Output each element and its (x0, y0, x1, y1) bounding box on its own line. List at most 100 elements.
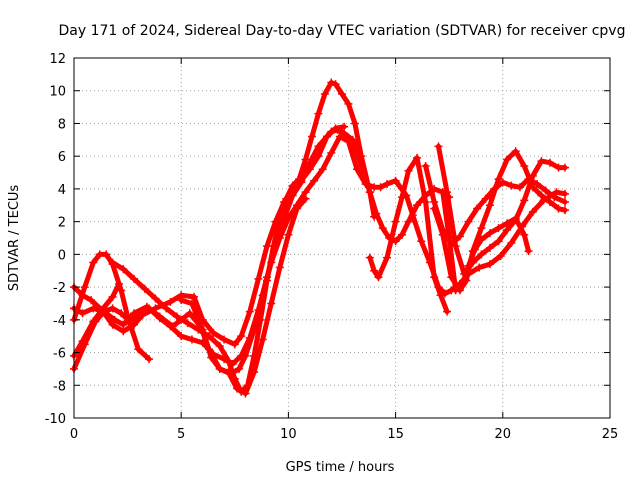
data-point-marker (232, 384, 241, 393)
data-point-marker (503, 155, 512, 164)
data-point-marker (267, 299, 276, 308)
data-point-marker (524, 247, 533, 256)
data-point-marker (353, 165, 362, 174)
data-point-marker (269, 242, 278, 251)
data-point-marker (541, 186, 550, 195)
data-point-marker (237, 351, 246, 360)
data-point-marker (455, 232, 464, 241)
data-point-marker (438, 230, 447, 239)
data-point-marker (145, 304, 154, 313)
data-point-marker (391, 176, 400, 185)
data-point-marker (560, 206, 569, 215)
data-point-marker (485, 229, 494, 238)
data-point-marker (404, 217, 413, 226)
data-point-marker (198, 325, 207, 334)
data-point-marker (533, 180, 542, 188)
y-axis-label: SDTVAR / TECUs (7, 185, 22, 292)
data-point-marker (413, 201, 422, 210)
data-point-marker (552, 188, 561, 197)
data-point-marker (177, 332, 186, 341)
plot-frame (73, 57, 611, 419)
data-point-marker (162, 304, 171, 313)
data-point-marker (477, 235, 486, 244)
data-layer (70, 78, 569, 398)
y-tick-label: 6 (58, 150, 66, 165)
data-point-marker (187, 335, 196, 344)
y-tick-label: 4 (58, 183, 66, 198)
data-point-marker (292, 204, 301, 213)
data-point-marker (421, 198, 430, 206)
data-point-marker (275, 214, 284, 223)
y-tick-label: 0 (58, 248, 66, 263)
data-point-marker (241, 389, 250, 398)
data-point-marker (383, 253, 392, 262)
y-tick-label: -6 (53, 347, 66, 362)
data-point-marker (250, 368, 259, 377)
data-point-marker (470, 245, 479, 254)
data-point-marker (451, 286, 460, 295)
data-point-marker (560, 163, 569, 172)
data-point-marker (314, 142, 323, 151)
data-point-marker (520, 230, 529, 239)
data-point-marker (307, 132, 316, 141)
data-point-marker (383, 180, 392, 188)
data-point-marker (262, 276, 271, 285)
data-point-marker (166, 297, 175, 306)
data-point-marker (458, 281, 467, 290)
data-point-marker (245, 307, 254, 316)
y-tick-label: 10 (49, 85, 66, 100)
data-point-marker (220, 335, 229, 344)
data-point-marker (190, 292, 199, 301)
data-point-marker (230, 340, 239, 349)
data-point-marker (134, 310, 143, 319)
data-point-marker (485, 201, 494, 210)
series-line-track-1 (71, 251, 152, 362)
data-point-marker (376, 183, 385, 192)
data-point-marker (445, 234, 454, 242)
data-point-marker (398, 193, 407, 202)
y-tick-label: -4 (53, 314, 66, 329)
data-point-marker (365, 188, 374, 197)
chart-title: Day 171 of 2024, Sidereal Day-to-day VTE… (59, 23, 626, 39)
data-point-marker (404, 166, 413, 175)
data-point-marker (430, 204, 439, 213)
data-point-marker (119, 265, 128, 274)
y-tick-label: -8 (53, 379, 66, 394)
data-point-marker (528, 207, 537, 216)
series-line-track-8 (367, 155, 450, 315)
data-point-marker (110, 315, 119, 324)
data-point-marker (224, 368, 233, 377)
data-point-marker (254, 274, 263, 283)
data-point-marker (80, 340, 89, 349)
y-tick-label: 12 (49, 52, 66, 67)
data-point-marker (288, 181, 297, 190)
data-point-marker (235, 364, 244, 373)
data-point-marker (545, 198, 554, 206)
data-point-marker (115, 279, 124, 288)
data-point-marker (320, 90, 329, 98)
y-tick-label: 2 (58, 216, 66, 231)
data-point-marker (451, 242, 460, 251)
data-point-marker (477, 224, 486, 233)
data-point-marker (301, 194, 310, 203)
data-point-marker (537, 157, 546, 166)
data-point-marker (464, 217, 473, 226)
data-point-marker (528, 171, 537, 180)
data-point-marker (134, 345, 143, 354)
data-point-marker (130, 320, 139, 329)
data-point-marker (473, 204, 482, 213)
data-point-marker (430, 273, 439, 282)
data-point-marker (438, 188, 447, 197)
data-point-marker (327, 127, 336, 136)
data-point-marker (166, 322, 175, 331)
data-point-marker (209, 328, 218, 337)
data-point-marker (511, 147, 520, 156)
data-point-marker (507, 238, 516, 247)
data-point-marker (78, 309, 87, 318)
data-point-marker (125, 317, 134, 326)
data-point-marker (305, 158, 314, 167)
data-point-marker (130, 274, 139, 283)
data-point-marker (140, 284, 149, 293)
